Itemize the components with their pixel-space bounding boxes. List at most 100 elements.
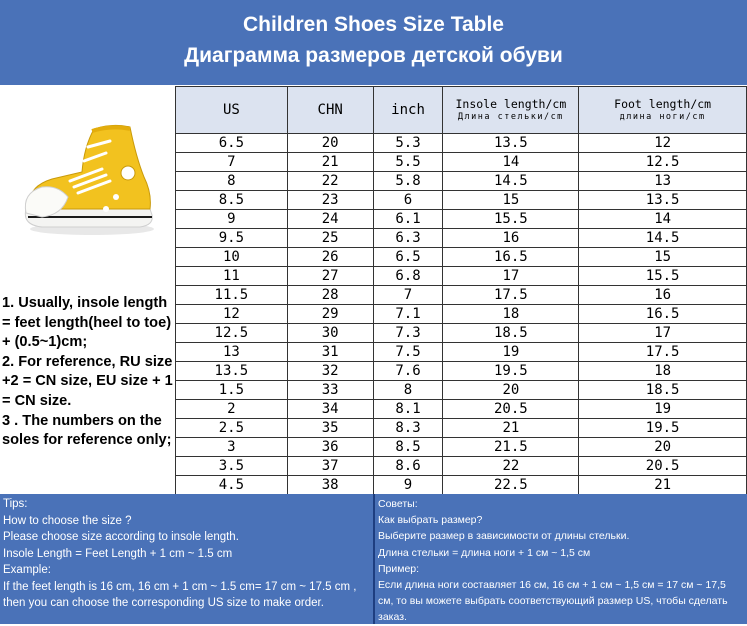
cell-inch: 8.3 (372, 418, 444, 438)
cell-us: 3 (175, 437, 288, 457)
tips-en-line: Example: (3, 564, 51, 576)
title-russian: Диаграмма размеров детской обуви (184, 44, 563, 67)
table-header-row: US CHN inch Insole length/cm Длина стель… (175, 86, 747, 134)
tips-ru-line: Длина стельки = длина ноги + 1 см ~ 1,5 … (378, 546, 591, 559)
table-row: 1.5 33 8 20 18.5 (175, 380, 747, 400)
cell-us: 6.5 (175, 133, 288, 153)
cell-insole: 14 (442, 152, 580, 172)
cell-foot: 17.5 (578, 342, 747, 362)
cell-us: 9.5 (175, 228, 288, 248)
table-row: 4.5 38 9 22.5 21 (175, 475, 747, 495)
cell-inch: 8.6 (372, 456, 444, 476)
cell-inch: 7.1 (372, 304, 444, 324)
table-row: 13 31 7.5 19 17.5 (175, 342, 747, 362)
table-row: 10 26 6.5 16.5 15 (175, 247, 747, 267)
header-chn: CHN (286, 86, 374, 134)
tips-en-line: How to choose the size ? (3, 514, 132, 527)
cell-chn: 23 (286, 190, 374, 210)
cell-chn: 29 (286, 304, 374, 324)
cell-us: 11 (175, 266, 288, 286)
size-table: US CHN inch Insole length/cm Длина стель… (175, 86, 747, 495)
cell-foot: 20 (578, 437, 747, 457)
cell-us: 1.5 (175, 380, 288, 400)
note-1: 1. Usually, insole length = feet length(… (2, 295, 172, 351)
cell-chn: 22 (286, 171, 374, 191)
cell-inch: 9 (372, 475, 444, 495)
tips-en-line: Please choose size according to insole l… (3, 531, 239, 543)
cell-inch: 8.1 (372, 399, 444, 419)
tips-english: Tips: How to choose the size ? Please ch… (0, 494, 372, 624)
cell-insole: 22.5 (442, 475, 580, 495)
cell-foot: 18.5 (578, 380, 747, 400)
cell-insole: 17 (442, 266, 580, 286)
cell-foot: 19 (578, 399, 747, 419)
cell-chn: 27 (286, 266, 374, 286)
title-english: Children Shoes Size Table (242, 13, 504, 36)
header-insole: Insole length/cm Длина стельки/cm (442, 86, 580, 134)
table-row: 7 21 5.5 14 12.5 (175, 152, 747, 172)
cell-us: 8 (175, 171, 288, 191)
cell-foot: 16 (578, 285, 747, 305)
note-2: 2. For reference, RU size +2 = CN size, … (2, 353, 173, 409)
cell-insole: 18 (442, 304, 580, 324)
cell-inch: 7.6 (372, 361, 444, 381)
cell-insole: 19.5 (442, 361, 580, 381)
left-panel: 1. Usually, insole length = feet length(… (0, 87, 175, 493)
cell-foot: 14 (578, 209, 747, 229)
header-inch: inch (372, 86, 444, 134)
cell-us: 3.5 (175, 456, 288, 476)
tips-russian: Советы: Как выбрать размер? Выберите раз… (373, 494, 747, 624)
table-row: 9 24 6.1 15.5 14 (175, 209, 747, 229)
cell-inch: 6.8 (372, 266, 444, 286)
cell-chn: 26 (286, 247, 374, 267)
cell-insole: 22 (442, 456, 580, 476)
cell-foot: 15.5 (578, 266, 747, 286)
table-row: 11 27 6.8 17 15.5 (175, 266, 747, 286)
table-row: 2.5 35 8.3 21 19.5 (175, 418, 747, 438)
cell-inch: 5.8 (372, 171, 444, 191)
table-row: 9.5 25 6.3 16 14.5 (175, 228, 747, 248)
header-insole-ru: Длина стельки/cm (457, 112, 564, 122)
cell-insole: 18.5 (442, 323, 580, 343)
cell-chn: 20 (286, 133, 374, 153)
cell-us: 2 (175, 399, 288, 419)
table-row: 6.5 20 5.3 13.5 12 (175, 133, 747, 153)
cell-insole: 16.5 (442, 247, 580, 267)
cell-inch: 7.3 (372, 323, 444, 343)
cell-insole: 21.5 (442, 437, 580, 457)
cell-foot: 15 (578, 247, 747, 267)
cell-inch: 6 (372, 190, 444, 210)
header-us: US (175, 86, 288, 134)
cell-insole: 19 (442, 342, 580, 362)
cell-inch: 6.5 (372, 247, 444, 267)
cell-chn: 32 (286, 361, 374, 381)
cell-inch: 8.5 (372, 437, 444, 457)
cell-insole: 20.5 (442, 399, 580, 419)
table-row: 3 36 8.5 21.5 20 (175, 437, 747, 457)
cell-chn: 21 (286, 152, 374, 172)
table-row: 8.5 23 6 15 13.5 (175, 190, 747, 210)
cell-foot: 12.5 (578, 152, 747, 172)
tips-ru-title: Советы: (378, 498, 418, 510)
cell-inch: 6.1 (372, 209, 444, 229)
tips-ru-line: Пример: (378, 562, 420, 575)
cell-chn: 35 (286, 418, 374, 438)
cell-foot: 18 (578, 361, 747, 381)
cell-foot: 17 (578, 323, 747, 343)
cell-us: 4.5 (175, 475, 288, 495)
table-row: 8 22 5.8 14.5 13 (175, 171, 747, 191)
cell-insole: 17.5 (442, 285, 580, 305)
cell-inch: 7 (372, 285, 444, 305)
cell-us: 2.5 (175, 418, 288, 438)
tips-en-title: Tips: (3, 498, 28, 510)
cell-foot: 19.5 (578, 418, 747, 438)
cell-us: 8.5 (175, 190, 288, 210)
tips-en-example: If the feet length is 16 cm, 16 cm + 1 c… (3, 580, 357, 610)
tips-panel: Tips: How to choose the size ? Please ch… (0, 494, 747, 624)
header-foot: Foot length/cm длина ноги/cm (578, 86, 747, 134)
cell-insole: 13.5 (442, 133, 580, 153)
cell-inch: 5.5 (372, 152, 444, 172)
cell-chn: 33 (286, 380, 374, 400)
cell-insole: 16 (442, 228, 580, 248)
cell-us: 13 (175, 342, 288, 362)
